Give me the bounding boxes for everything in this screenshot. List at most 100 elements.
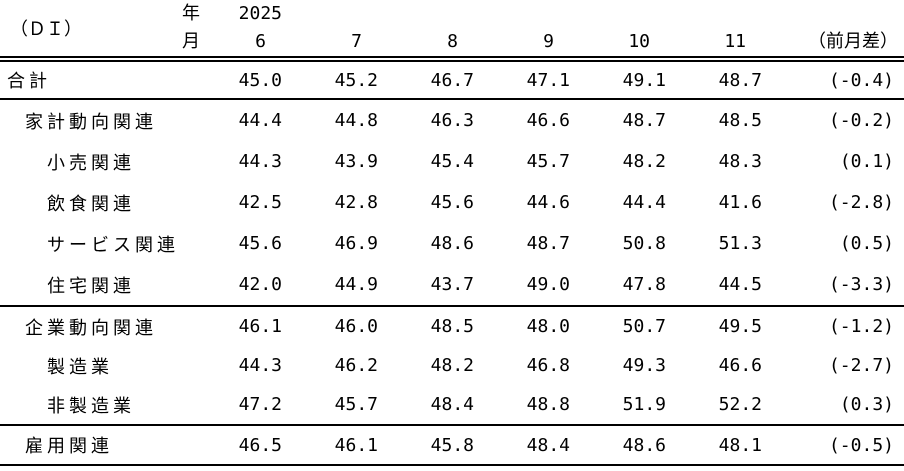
header-label-cell: （ＤＩ） 年 月 [0,0,200,56]
di-value: 43.7 [430,274,474,295]
di-table: 合計 45.0 45.2 46.7 47.1 49.1 48.7 (-0.4) … [0,62,904,466]
di-value: 51.3 [718,233,762,254]
di-value: 49.5 [680,305,776,346]
month-column-header-9: 9 [488,0,584,56]
row-label: 小売関連 [47,152,135,174]
di-value: 49.3 [622,355,666,376]
di-value: 45.0 [238,69,282,91]
row-label: 合計 [7,71,51,92]
row-label: 飲食関連 [47,193,135,215]
di-value: 48.2 [622,151,666,172]
di-value: 46.8 [526,355,570,376]
di-value: 48.3 [718,151,762,172]
month-header-11: 11 [724,31,746,52]
month-column-header-6: 2025 6 [200,0,296,56]
spacer [488,0,584,28]
mom-diff-column-header: （前月差） [776,0,904,56]
mom-diff-value: (-0.5) [776,424,904,465]
di-value: 50.7 [584,305,680,346]
spacer [584,0,680,28]
row-label: 製造業 [47,356,113,378]
month-header-6: 6 [255,31,266,52]
di-value: 42.5 [238,192,282,213]
di-value: 46.1 [200,305,296,346]
spacer [392,0,488,28]
row-total: 合計 45.0 45.2 46.7 47.1 49.1 48.7 (-0.4) [0,62,904,99]
spacer [296,0,392,28]
di-value: 45.7 [334,394,378,415]
di-value: 48.0 [488,305,584,346]
di-value: 46.9 [334,233,378,254]
di-value: 45.6 [238,233,282,254]
di-value: 41.6 [718,192,762,213]
mom-diff-value: (-3.3) [828,274,894,295]
di-value: 49.0 [526,274,570,295]
di-value: 52.2 [718,394,762,415]
row-label: 家計動向関連 [0,98,200,141]
row-label: 非製造業 [47,395,135,417]
mom-diff-value: (0.5) [839,233,894,254]
mom-diff-value: (-0.2) [776,98,904,141]
row-label: サービス関連 [47,234,179,256]
di-value: 46.3 [392,98,488,141]
row-label: 雇用関連 [0,424,200,465]
di-value: 51.9 [622,394,666,415]
spacer [680,0,776,28]
di-value: 48.4 [430,394,474,415]
mom-diff-value: (-2.7) [828,355,894,376]
di-value: 44.3 [238,355,282,376]
row-employment: 雇用関連 46.5 46.1 45.8 48.4 48.6 48.1 (-0.5… [0,424,904,465]
row-household: 家計動向関連 44.4 44.8 46.3 46.6 48.7 48.5 (-0… [0,98,904,141]
year-month-labels: 年 月 [182,0,200,56]
mom-diff-value: (-1.2) [776,305,904,346]
di-value: 47.8 [622,274,666,295]
di-value: 44.4 [200,98,296,141]
di-value: 45.8 [392,424,488,465]
row-services: サービス関連 45.6 46.9 48.6 48.7 50.8 51.3 (0.… [0,223,904,264]
di-value: 48.6 [430,233,474,254]
di-value: 48.5 [392,305,488,346]
di-value: 48.4 [488,424,584,465]
row-manufacturing: 製造業 44.3 46.2 48.2 46.8 49.3 46.6 (-2.7) [0,346,904,385]
mom-diff-value: (-0.4) [828,69,894,91]
row-housing: 住宅関連 42.0 44.9 43.7 49.0 47.8 44.5 (-3.3… [0,264,904,306]
di-value: 44.6 [526,192,570,213]
month-column-header-11: 11 [680,0,776,56]
di-value: 46.5 [200,424,296,465]
di-value: 50.8 [622,233,666,254]
di-value: 47.2 [238,394,282,415]
di-value: 47.1 [526,69,570,91]
month-header-7: 7 [351,31,362,52]
di-value: 48.1 [680,424,776,465]
di-value: 48.8 [526,394,570,415]
di-value: 44.3 [238,151,282,172]
di-value: 46.2 [334,355,378,376]
di-value: 45.4 [430,151,474,172]
di-value: 46.0 [296,305,392,346]
row-label: 住宅関連 [47,275,135,297]
di-value: 42.8 [334,192,378,213]
year-label: 年 [182,3,200,24]
mom-diff-header: （前月差） [808,31,898,52]
di-value: 48.6 [584,424,680,465]
row-retail: 小売関連 44.3 43.9 45.4 45.7 48.2 48.3 (0.1) [0,141,904,182]
di-value: 48.7 [718,69,762,91]
di-value: 48.7 [584,98,680,141]
row-corporate: 企業動向関連 46.1 46.0 48.5 48.0 50.7 49.5 (-1… [0,305,904,346]
row-label: 企業動向関連 [0,305,200,346]
mom-diff-value: (0.1) [839,151,894,172]
di-value: 46.6 [718,355,762,376]
di-value: 45.6 [430,192,474,213]
di-unit-label: （ＤＩ） [10,19,82,40]
di-value: 44.5 [718,274,762,295]
year-value: 2025 [238,3,282,24]
month-header-8: 8 [447,31,458,52]
month-column-header-8: 8 [392,0,488,56]
di-value: 45.2 [334,69,378,91]
di-value: 46.6 [488,98,584,141]
month-column-header-10: 10 [584,0,680,56]
di-value: 42.0 [238,274,282,295]
month-header-9: 9 [543,31,554,52]
di-value: 43.9 [334,151,378,172]
